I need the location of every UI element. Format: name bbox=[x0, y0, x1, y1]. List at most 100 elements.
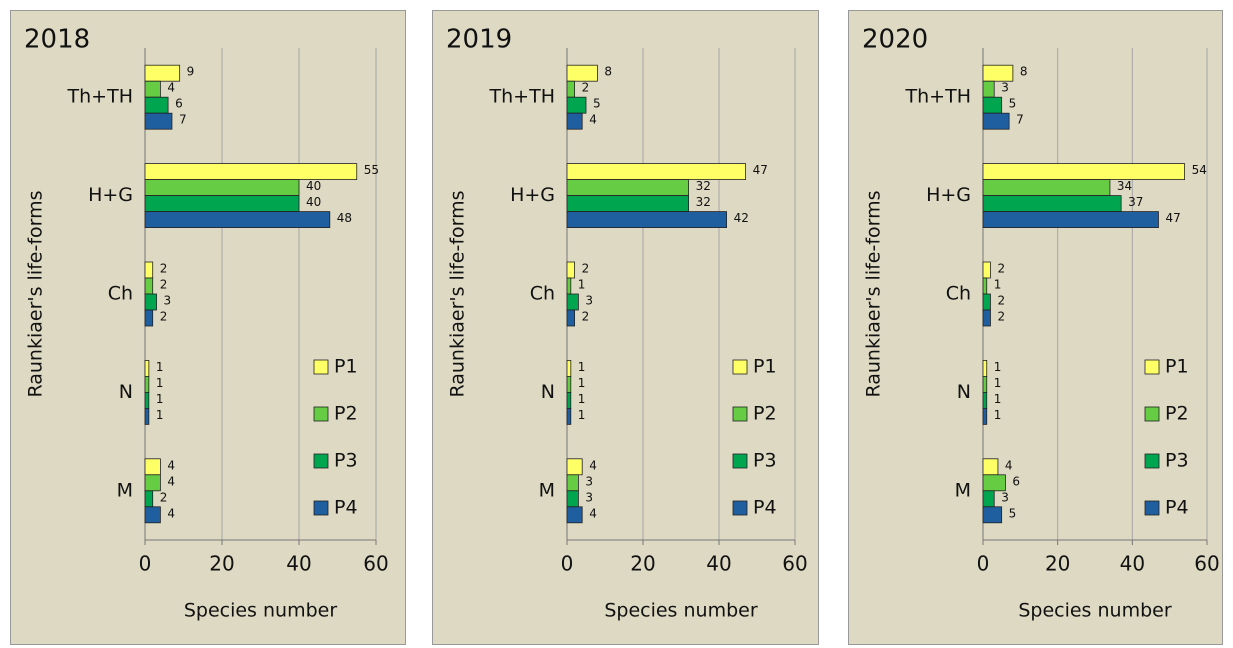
y-axis-label: Raunkiaer's life-forms bbox=[25, 190, 47, 397]
y-tick-label: H+G bbox=[926, 184, 971, 206]
bar bbox=[566, 96, 587, 114]
y-axis-label: Raunkiaer's life-forms bbox=[863, 190, 885, 397]
legend-swatch bbox=[313, 406, 329, 422]
value-label: 34 bbox=[1117, 179, 1132, 193]
legend-label: P2 bbox=[334, 403, 358, 425]
value-label: 4 bbox=[167, 506, 175, 520]
x-tick-label: 60 bbox=[363, 552, 388, 576]
value-label: 1 bbox=[156, 376, 164, 390]
value-label: 2 bbox=[160, 278, 168, 292]
value-label: 3 bbox=[164, 294, 172, 308]
bar bbox=[982, 458, 999, 476]
bar bbox=[144, 458, 161, 476]
value-label: 1 bbox=[578, 408, 586, 422]
value-label: 4 bbox=[167, 474, 175, 488]
value-label: 47 bbox=[753, 163, 768, 177]
y-axis-label: Raunkiaer's life-forms bbox=[447, 190, 469, 397]
legend-label: P4 bbox=[753, 497, 777, 519]
chart-panel: 0 20 40 60 2019 Species number Raunkiaer's lif… bbox=[432, 10, 819, 645]
value-label: 2 bbox=[997, 294, 1005, 308]
bar bbox=[144, 195, 300, 213]
value-label: 3 bbox=[585, 490, 593, 504]
bar bbox=[566, 112, 583, 130]
bar bbox=[566, 359, 572, 377]
chart-title: 2018 bbox=[24, 25, 90, 55]
y-tick-label: Ch bbox=[108, 283, 133, 305]
y-tick-label: Ch bbox=[530, 283, 555, 305]
chart-panel: 0 20 40 60 2018 Species number Raunkiaer's lif… bbox=[10, 10, 406, 645]
legend-label: P2 bbox=[753, 403, 777, 425]
value-label: 7 bbox=[179, 113, 187, 127]
bar bbox=[566, 490, 579, 508]
legend-swatch bbox=[313, 453, 329, 469]
y-tick-label: N bbox=[541, 381, 555, 403]
value-label: 2 bbox=[997, 310, 1005, 324]
value-label: 4 bbox=[167, 458, 175, 472]
x-tick-label: 40 bbox=[706, 552, 731, 576]
bar bbox=[566, 506, 583, 524]
legend-swatch bbox=[732, 406, 748, 422]
value-label: 37 bbox=[1128, 195, 1143, 209]
value-label: 1 bbox=[156, 392, 164, 406]
value-label: 1 bbox=[156, 408, 164, 422]
value-label: 3 bbox=[1001, 490, 1009, 504]
legend-swatch bbox=[732, 453, 748, 469]
bar bbox=[982, 293, 991, 311]
legend-label: P2 bbox=[1165, 403, 1189, 425]
legend-label: P4 bbox=[1165, 497, 1189, 519]
x-tick-label: 60 bbox=[1194, 552, 1219, 576]
bar bbox=[982, 64, 1014, 82]
value-label: 4 bbox=[589, 506, 597, 520]
bar bbox=[982, 490, 995, 508]
x-tick-label: 0 bbox=[139, 552, 152, 576]
panel-background bbox=[432, 10, 819, 645]
value-label: 2 bbox=[160, 262, 168, 276]
bar bbox=[982, 359, 988, 377]
value-label: 9 bbox=[187, 65, 195, 79]
bar bbox=[144, 359, 150, 377]
bar bbox=[982, 179, 1111, 197]
value-label: 1 bbox=[994, 360, 1002, 374]
bar bbox=[566, 391, 572, 409]
legend-label: P1 bbox=[334, 356, 358, 378]
bar bbox=[982, 261, 991, 279]
bar bbox=[566, 407, 572, 425]
legend-swatch bbox=[1144, 406, 1160, 422]
bar bbox=[982, 407, 988, 425]
y-tick-label: H+G bbox=[510, 184, 555, 206]
bar bbox=[144, 506, 161, 524]
bar bbox=[566, 309, 575, 327]
value-label: 6 bbox=[1012, 474, 1020, 488]
bar bbox=[982, 375, 988, 393]
legend-label: P4 bbox=[334, 497, 358, 519]
value-label: 5 bbox=[1009, 506, 1017, 520]
bar bbox=[982, 80, 995, 98]
bar bbox=[144, 474, 161, 492]
bar bbox=[566, 261, 575, 279]
x-axis-label: Species number bbox=[604, 600, 758, 622]
bar bbox=[982, 506, 1003, 524]
y-tick-label: H+G bbox=[88, 184, 133, 206]
bar bbox=[566, 179, 689, 197]
bar bbox=[144, 64, 181, 82]
legend-label: P1 bbox=[1165, 356, 1189, 378]
legend-swatch bbox=[1144, 453, 1160, 469]
bar bbox=[566, 293, 579, 311]
value-label: 54 bbox=[1192, 163, 1207, 177]
bar bbox=[144, 277, 154, 295]
y-tick-label: N bbox=[119, 381, 133, 403]
value-label: 1 bbox=[578, 278, 586, 292]
legend-swatch bbox=[313, 359, 329, 375]
value-label: 3 bbox=[585, 474, 593, 488]
value-label: 55 bbox=[364, 163, 379, 177]
panel-background bbox=[848, 10, 1223, 645]
value-label: 1 bbox=[578, 392, 586, 406]
bar bbox=[144, 309, 154, 327]
bar bbox=[566, 458, 583, 476]
value-label: 3 bbox=[585, 294, 593, 308]
value-label: 1 bbox=[156, 360, 164, 374]
value-label: 4 bbox=[1005, 458, 1013, 472]
value-label: 2 bbox=[997, 262, 1005, 276]
